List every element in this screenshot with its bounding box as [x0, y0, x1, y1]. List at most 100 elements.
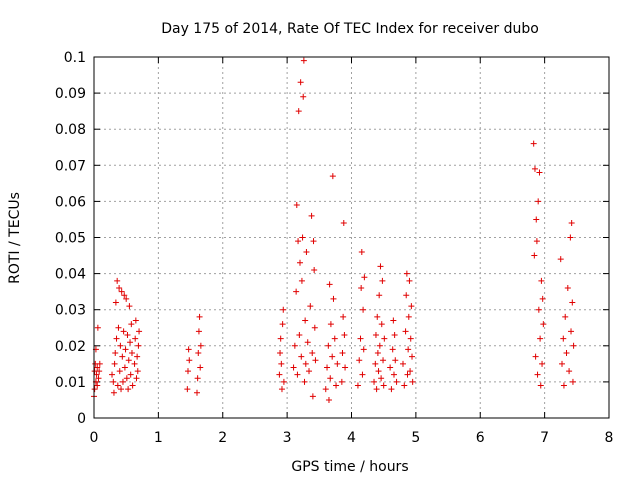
data-point	[390, 317, 397, 324]
data-point	[563, 350, 570, 357]
data-point	[533, 216, 540, 223]
data-point	[322, 386, 329, 393]
data-point	[121, 292, 128, 299]
data-point	[409, 378, 416, 385]
data-point	[302, 360, 309, 367]
data-point	[407, 368, 414, 375]
data-point	[360, 346, 367, 353]
data-point	[197, 342, 204, 349]
data-point	[300, 93, 307, 100]
data-point	[309, 393, 316, 400]
data-point	[562, 313, 569, 320]
data-point	[312, 357, 319, 364]
data-point	[330, 295, 337, 302]
data-point	[570, 342, 577, 349]
data-point	[388, 386, 395, 393]
data-point	[123, 295, 130, 302]
data-point	[128, 321, 135, 328]
x-tick-label: 4	[347, 430, 356, 446]
data-point	[277, 350, 284, 357]
data-point	[91, 386, 98, 393]
data-point	[406, 277, 413, 284]
data-point	[116, 368, 123, 375]
data-point	[564, 285, 571, 292]
data-point	[334, 360, 341, 367]
data-point	[540, 321, 547, 328]
data-point	[119, 353, 126, 360]
x-tick-label: 0	[90, 430, 99, 446]
plot-frame	[93, 56, 610, 419]
data-point	[391, 331, 398, 338]
data-point	[358, 248, 365, 255]
data-point	[389, 346, 396, 353]
data-point	[311, 266, 318, 273]
data-point	[195, 328, 202, 335]
data-point	[374, 350, 381, 357]
data-point	[372, 331, 379, 338]
data-point	[331, 335, 338, 342]
data-point	[291, 342, 298, 349]
data-point	[537, 335, 544, 342]
data-point	[276, 371, 283, 378]
data-point	[308, 212, 315, 219]
data-point	[301, 378, 308, 385]
data-point	[135, 342, 142, 349]
data-point	[123, 375, 130, 382]
data-point	[125, 357, 132, 364]
data-point	[569, 378, 576, 385]
data-point	[278, 360, 285, 367]
data-point	[119, 378, 126, 385]
data-point	[297, 79, 304, 86]
data-point	[311, 324, 318, 331]
data-point	[194, 375, 201, 382]
data-point	[94, 382, 101, 389]
data-point	[342, 364, 349, 371]
data-point	[126, 303, 133, 310]
data-point	[110, 389, 117, 396]
data-point	[333, 382, 340, 389]
data-point	[112, 350, 119, 357]
data-point	[120, 328, 127, 335]
data-point	[530, 140, 537, 147]
y-tick-label: 0.09	[55, 86, 86, 102]
x-axis-label: GPS time / hours	[291, 459, 408, 475]
data-point	[296, 331, 303, 338]
data-point	[121, 364, 128, 371]
data-point	[372, 360, 379, 367]
data-point	[390, 371, 397, 378]
data-point	[569, 299, 576, 306]
data-point	[327, 321, 334, 328]
y-tick-label: 0.04	[55, 267, 86, 283]
data-point	[325, 396, 332, 403]
data-point	[329, 353, 336, 360]
x-tick-label: 1	[154, 430, 163, 446]
data-point	[409, 353, 416, 360]
data-point	[184, 386, 191, 393]
data-point	[359, 371, 366, 378]
data-point	[537, 382, 544, 389]
data-point	[326, 281, 333, 288]
data-point	[402, 328, 409, 335]
data-point	[380, 382, 387, 389]
data-point	[307, 303, 314, 310]
data-point	[95, 375, 102, 382]
data-point	[277, 335, 284, 342]
data-point	[535, 198, 542, 205]
data-point	[378, 321, 385, 328]
data-point	[568, 328, 575, 335]
x-tick-label: 6	[476, 430, 485, 446]
data-point	[533, 238, 540, 245]
data-point	[377, 263, 384, 270]
data-point	[125, 386, 132, 393]
data-point	[393, 378, 400, 385]
data-point	[96, 368, 103, 375]
x-axis-ticks: 0 1 2 3 4 5 6 7 8	[90, 57, 613, 446]
data-point	[557, 256, 564, 263]
data-point	[132, 335, 139, 342]
data-point	[128, 350, 135, 357]
data-point	[134, 368, 141, 375]
data-point	[381, 335, 388, 342]
data-point	[94, 324, 101, 331]
x-tick-label: 3	[283, 430, 292, 446]
